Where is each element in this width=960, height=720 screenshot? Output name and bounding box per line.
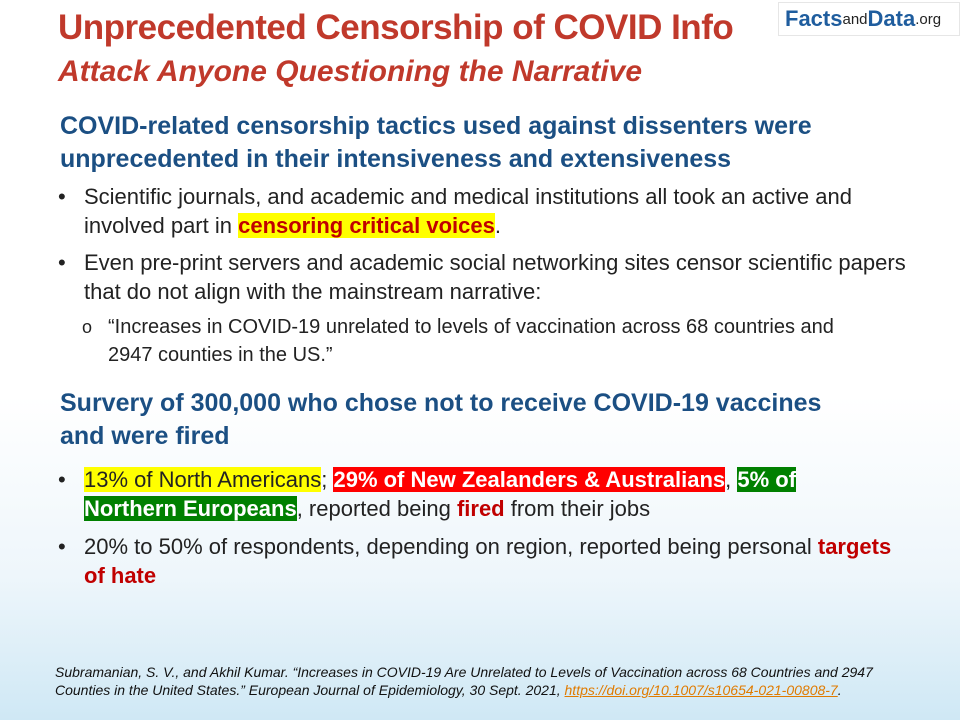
logo-data: Data bbox=[867, 6, 916, 31]
bullet-targets-of-hate-text: 20% to 50% of respondents, depending on … bbox=[84, 534, 892, 588]
logo-and: and bbox=[842, 10, 868, 28]
sub-bullet-marker: o bbox=[82, 317, 93, 337]
bullet-targets-of-hate: • 20% to 50% of respondents, depending o… bbox=[58, 532, 908, 590]
bullet-survey-fired-text: 13% of North Americans; 29% of New Zeala… bbox=[84, 467, 797, 521]
highlight-censoring: censoring critical voices bbox=[238, 213, 495, 238]
bullet-preprint-text: Even pre-print servers and academic soci… bbox=[84, 250, 906, 304]
bullet-survey-fired: • 13% of North Americans; 29% of New Zea… bbox=[58, 465, 888, 523]
slide-subtitle: Attack Anyone Questioning the Narrative bbox=[58, 55, 643, 88]
section1-heading: COVID-related censorship tactics used ag… bbox=[60, 112, 812, 173]
bullet-journals: • Scientific journals, and academic and … bbox=[58, 182, 908, 240]
bullet-marker: • bbox=[58, 467, 66, 492]
emphasis-targets-of-hate: targets of hate bbox=[84, 534, 892, 588]
slide-title: Unprecedented Censorship of COVID Info bbox=[58, 8, 734, 47]
bullet-journals-text: Scientific journals, and academic and me… bbox=[84, 184, 852, 238]
bullet-marker: • bbox=[58, 184, 66, 209]
factsanddata-logo: Facts and Data .org bbox=[778, 2, 960, 36]
reference-citation: Subramanian, S. V., and Akhil Kumar. “In… bbox=[55, 664, 873, 698]
emphasis-fired: fired bbox=[456, 496, 505, 521]
logo-org: .org bbox=[915, 10, 942, 28]
sub-bullet-quote: o “Increases in COVID-19 unrelated to le… bbox=[82, 313, 842, 369]
logo-facts: Facts bbox=[785, 6, 843, 31]
section2-heading: Survery of 300,000 who chose not to rece… bbox=[60, 389, 822, 450]
bullet-marker: • bbox=[58, 534, 66, 559]
doi-link[interactable]: https://doi.org/10.1007/s10654-021-00808… bbox=[564, 682, 838, 698]
highlight-north-americans: 13% of North Americans bbox=[84, 467, 322, 492]
bullet-marker: • bbox=[58, 250, 66, 275]
bullet-preprint: • Even pre-print servers and academic so… bbox=[58, 248, 918, 306]
sub-bullet-quote-text: “Increases in COVID-19 unrelated to leve… bbox=[108, 316, 834, 366]
highlight-nz-australians: 29% of New Zealanders & Australians bbox=[333, 467, 726, 492]
